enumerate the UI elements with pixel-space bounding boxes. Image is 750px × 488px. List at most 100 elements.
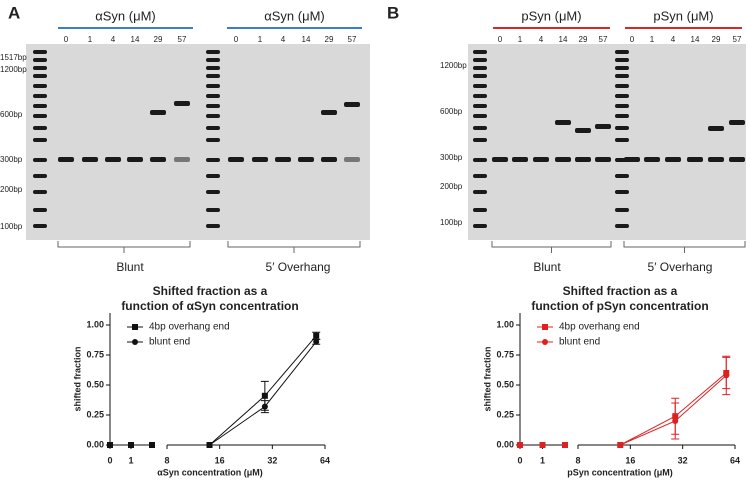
chart-title: function of pSyn concentration <box>531 299 708 313</box>
ladder-band <box>473 66 487 70</box>
ladder-band <box>206 114 220 118</box>
legend-marker <box>132 324 138 330</box>
band <box>105 157 121 162</box>
ladder-band <box>615 114 629 118</box>
ladder-band <box>206 66 220 70</box>
ladder-band <box>206 104 220 108</box>
gel-header: pSyn (μM) <box>521 8 581 23</box>
lane-label: 57 <box>599 35 608 44</box>
band <box>665 157 681 162</box>
legend-label: 4bp overhang end <box>149 322 230 333</box>
chart-title: Shifted fraction as a <box>153 284 268 298</box>
ladder-band <box>33 224 47 228</box>
y-tick-label: 0.75 <box>496 349 514 359</box>
shifted-band <box>555 120 571 125</box>
ladder-band <box>473 138 487 142</box>
x-tick-label: 32 <box>678 455 688 465</box>
ladder-band <box>33 66 47 70</box>
ladder-band <box>33 104 47 108</box>
ladder-band <box>33 84 47 88</box>
band <box>644 157 660 162</box>
x-tick-label: 0 <box>517 455 522 465</box>
ladder-label: 100bp <box>0 222 23 231</box>
ladder-band <box>33 94 47 98</box>
panel-letter: B <box>387 3 399 22</box>
ladder-band <box>206 208 220 212</box>
ladder-label: 600bp <box>440 107 463 116</box>
ladder-band <box>473 158 487 162</box>
lane-label: 0 <box>64 35 69 44</box>
band <box>174 157 190 162</box>
ladder-band <box>206 174 220 178</box>
shifted-band <box>575 128 591 133</box>
legend-marker <box>132 339 138 345</box>
lane-label: 29 <box>325 35 334 44</box>
ladder-band <box>473 114 487 118</box>
band <box>252 157 268 162</box>
lane-label: 29 <box>579 35 588 44</box>
ladder-band <box>206 84 220 88</box>
y-tick-label: 1.00 <box>86 319 104 329</box>
y-axis-label: shifted fraction <box>482 346 492 411</box>
y-tick-label: 0.50 <box>496 379 514 389</box>
ladder-label: 200bp <box>440 182 463 191</box>
ladder-label: 100bp <box>440 218 463 227</box>
band <box>575 157 591 162</box>
lane-label: 4 <box>671 35 676 44</box>
x-tick-label: 16 <box>215 455 225 465</box>
ladder-band <box>206 138 220 142</box>
ladder-band <box>206 190 220 194</box>
ladder-band <box>206 50 220 54</box>
ladder-band <box>615 208 629 212</box>
lane-label: 1 <box>88 35 93 44</box>
lane-label: 14 <box>131 35 140 44</box>
ladder-band <box>473 74 487 78</box>
point <box>313 332 320 339</box>
band <box>492 157 508 162</box>
fit-line <box>209 335 317 446</box>
shifted-band <box>321 110 337 115</box>
ladder-band <box>615 126 629 130</box>
point <box>107 442 113 448</box>
band <box>228 157 244 162</box>
shifted-band <box>708 126 724 131</box>
band <box>687 157 703 162</box>
ladder-band <box>33 158 47 162</box>
band <box>595 157 611 162</box>
ladder-band <box>206 158 220 162</box>
point <box>617 442 624 448</box>
ladder-band <box>473 94 487 98</box>
group-bracket <box>57 241 191 253</box>
chart-title: function of αSyn concentration <box>121 299 298 313</box>
band <box>512 157 528 162</box>
ladder-band <box>473 104 487 108</box>
band <box>344 157 360 162</box>
ladder-band <box>615 74 629 78</box>
ladder-band <box>615 84 629 88</box>
group-label: Blunt <box>533 260 561 274</box>
group-bracket <box>491 241 612 253</box>
y-tick-label: 0.00 <box>86 439 104 449</box>
y-tick-label: 0.00 <box>496 439 514 449</box>
ladder-band <box>615 224 629 228</box>
lane-label: 57 <box>348 35 357 44</box>
ladder-band <box>33 114 47 118</box>
ladder-band <box>615 138 629 142</box>
y-tick-label: 0.25 <box>496 409 514 419</box>
ladder-band <box>615 66 629 70</box>
point <box>539 442 546 448</box>
legend-marker <box>542 339 548 345</box>
band <box>729 157 745 162</box>
point <box>206 442 213 448</box>
ladder-label: 300bp <box>0 155 23 164</box>
lane-label: 1 <box>258 35 263 44</box>
ladder-band <box>33 126 47 130</box>
ladder-band <box>206 126 220 130</box>
ladder-band <box>33 50 47 54</box>
legend-label: blunt end <box>149 337 190 348</box>
x-tick-label: 8 <box>575 455 580 465</box>
x-axis-label: pSyn concentration (μM) <box>567 467 673 477</box>
point <box>562 442 568 448</box>
ladder-label: 1200bp <box>440 61 467 70</box>
ladder-band <box>33 138 47 142</box>
